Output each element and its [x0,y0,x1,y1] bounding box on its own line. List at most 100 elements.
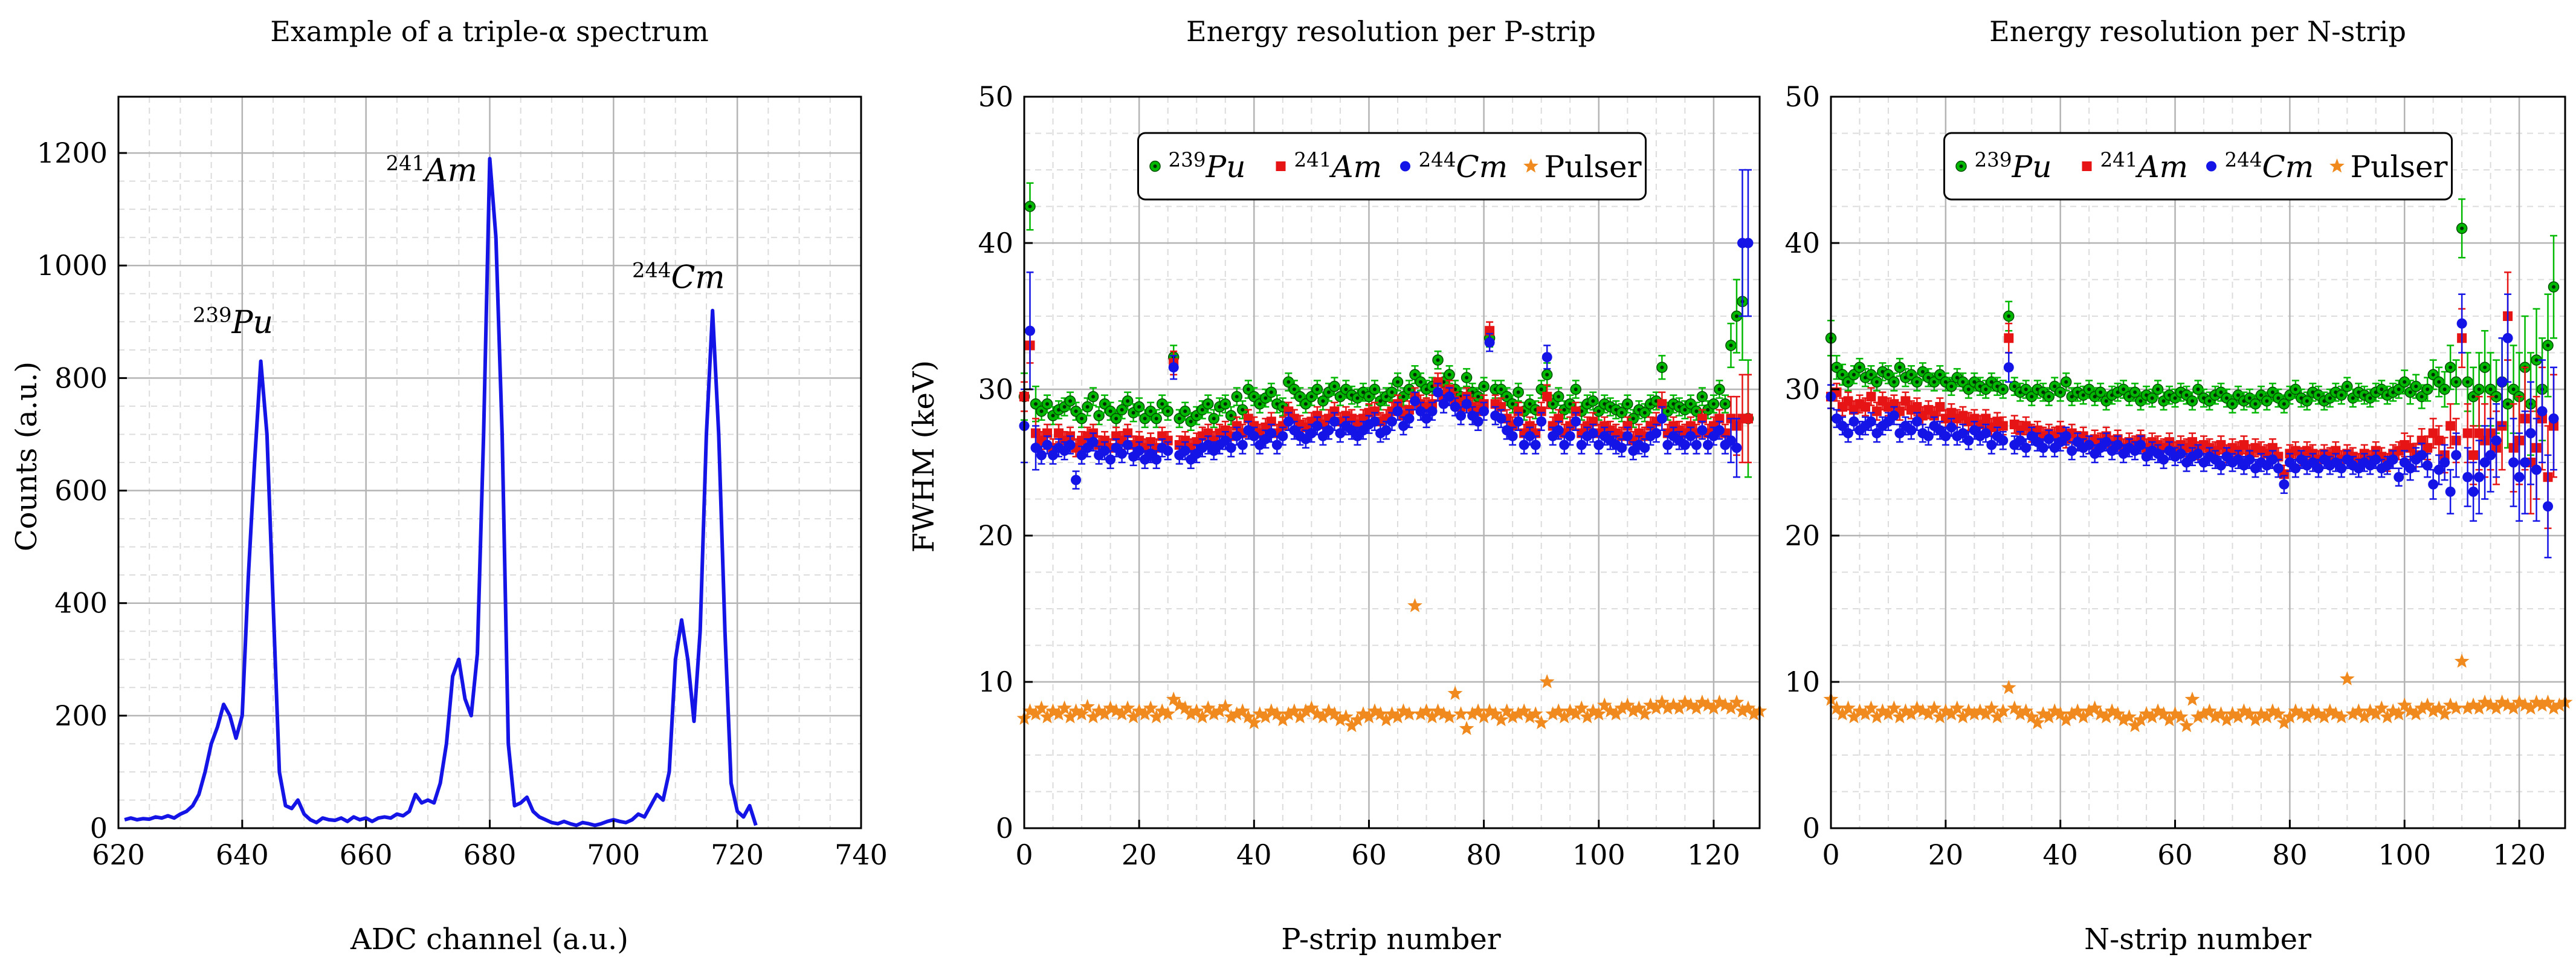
point-am [1622,421,1633,431]
point-cm [1312,421,1323,431]
point-pulser [2202,703,2217,718]
point-pulser [1966,706,1982,721]
point-pulser [1875,703,1890,718]
point-cm [2101,436,2112,447]
point-pulser [1944,706,1959,721]
point-pulser [1955,709,1971,724]
point-cm [1702,439,1713,450]
point-pulser [2419,697,2435,712]
point-pulser [1028,706,1044,721]
point-pulser [1915,703,1931,718]
point-pulser [2168,706,2183,721]
spectrum-panel: Example of a triple-α spectrum ADC chann… [10,15,888,956]
point-pulser [2236,703,2252,718]
point-cm [2290,463,2301,474]
point-pulser [2024,709,2039,724]
point-pulser [1995,703,2011,718]
point-pulser [1735,703,1750,718]
point-pu-core [2419,395,2424,399]
point-am [2021,421,2031,431]
point-pu-core [1557,395,1561,399]
point-pulser [1864,700,1879,715]
point-pu-core [1396,380,1400,384]
point-cm [2015,435,2026,446]
point-pulser [2442,697,2458,712]
point-pu-core [2494,395,2499,399]
point-pu-core [1619,410,1624,415]
point-am [1685,421,1696,431]
point-pulser [1206,706,1222,721]
point-pu-core [1539,387,1543,391]
point-pulser [1671,700,1687,715]
point-pu-core [1045,402,1050,406]
point-pu-core [2139,399,2143,403]
point-pulser [1223,709,1239,724]
point-cm [1335,428,1346,439]
x-tick-label: 640 [216,838,269,871]
point-pulser [2035,706,2051,721]
point-pu-core [2426,387,2430,391]
legend-label-cm-sup: 244 [1419,149,1456,172]
point-pu-core [1332,384,1337,389]
point-am [2428,428,2438,438]
point-pulser [1562,703,1578,718]
point-cm [2456,318,2467,329]
point-pulser [2282,709,2297,724]
point-pu-core [2047,395,2051,399]
point-pu-core [1886,372,1890,377]
point-pu-core [1367,395,1371,399]
point-cm [2479,457,2490,468]
point-pulser [1361,709,1377,724]
point-pu-core [2058,390,2062,394]
point-cm [2158,454,2169,465]
point-pulser [2110,706,2125,721]
point-pu-core [2259,393,2263,397]
legend-label-am: 241Am [1294,149,1383,185]
point-cm [1025,325,1036,336]
point-pulser [1603,703,1618,718]
legend-label-am: 241Am [2100,149,2189,185]
point-pulser [1103,700,1118,715]
point-pulser [1591,706,1607,721]
point-pulser [1321,703,1337,718]
point-cm [1848,416,1859,427]
point-pulser [1080,699,1095,713]
point-pu-core [2270,390,2274,394]
point-cm [2244,454,2255,465]
point-pu-core [1292,387,1296,391]
point-pu-core [1039,409,1044,413]
point-pu-core [1897,365,1902,369]
point-cm [1570,416,1581,427]
point-pulser [2523,700,2539,715]
point-cm [1387,416,1397,427]
point-pulser [1516,703,1532,718]
point-cm [1923,430,1934,441]
point-pulser [1660,700,1676,715]
point-am [1912,402,1922,412]
point-pulser [1585,703,1601,718]
point-cm [1837,421,1848,431]
point-pu-core [1499,387,1503,391]
point-pu-core [2403,380,2407,384]
point-pu-core [2150,396,2154,400]
point-pulser [2311,706,2326,721]
point-pu-core [1642,410,1647,415]
point-pu-core [2471,395,2476,399]
point-pulser [1114,706,1129,721]
point-pulser [2087,700,2102,715]
point-pu-core [1241,407,1245,412]
point-pulser [1978,706,1993,721]
legend-label-pu-main: Pu [1206,149,1246,184]
point-pulser [2259,709,2274,724]
point-cm [2313,463,2324,474]
peak-label-2-sup: 244 [632,258,671,282]
point-cm [2267,454,2278,465]
legend-marker-am [2082,161,2092,171]
n-strip-ticks: 0 20 40 60 80 100 120 0 10 20 30 40 50 [1784,80,2566,871]
spectrum-xlabel: ADC channel (a.u.) [350,922,628,956]
point-pulser [1887,700,1902,715]
point-pulser [1350,712,1365,727]
point-pu-core [2431,372,2435,377]
point-cm [2175,448,2186,459]
point-pu-core [2053,384,2057,389]
